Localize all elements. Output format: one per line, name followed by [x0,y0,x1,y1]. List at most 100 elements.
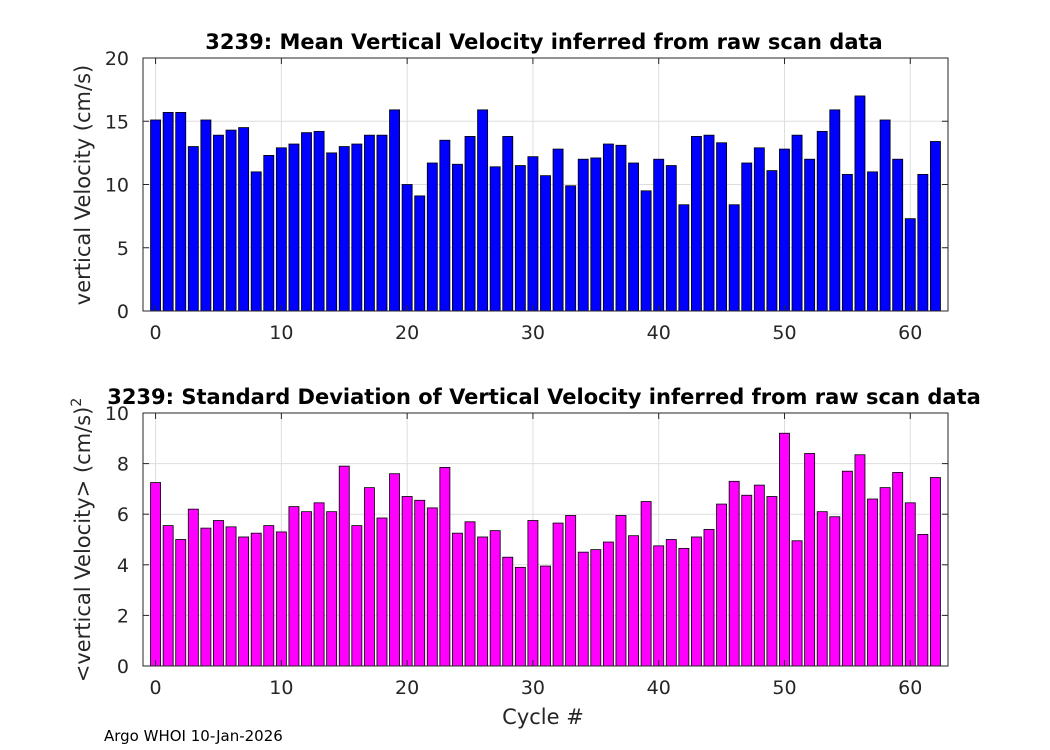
std-bar [401,496,413,667]
std-bar [376,517,388,667]
std-bar [150,482,162,667]
std-bar [653,545,665,667]
std-bar [213,520,224,667]
mean-velocity-title: 3239: Mean Vertical Velocity inferred fr… [205,30,882,54]
mean-x-tick-label: 40 [647,322,671,344]
std-bar [426,507,438,667]
std-bar [854,454,866,667]
std-y-tick-label: 6 [117,504,129,526]
mean-bar [552,148,564,312]
std-bar [263,525,275,667]
std-bar [250,532,262,667]
std-x-tick-label: 20 [395,677,419,699]
mean-velocity-ylabel: vertical Velocity (cm/s) [71,65,95,305]
std-bar [753,484,765,667]
std-x-tick-label: 10 [269,677,293,699]
mean-bar [514,165,526,312]
std-velocity-ylabel: <vertical Velocity> (cm/s)2 [69,398,95,683]
mean-bar [401,184,413,312]
mean-bar [791,134,803,312]
footer-text: Argo WHOI 10-Jan-2026 [104,727,283,745]
std-bar [439,466,451,667]
mean-x-tick-label: 60 [898,322,922,344]
mean-bar [238,127,250,312]
std-velocity-plot: 3239: Standard Deviation of Vertical Vel… [69,385,981,729]
std-bar [867,498,878,667]
mean-bar [867,171,878,312]
mean-bar [213,134,224,312]
std-bar [301,511,312,667]
std-x-tick-label: 50 [772,677,796,699]
std-bar [464,521,476,667]
std-x-tick-label: 60 [898,677,922,699]
mean-bar [879,119,891,312]
mean-bar [577,158,589,312]
mean-x-tick-label: 30 [521,322,545,344]
mean-bar [414,195,426,312]
mean-bar [602,143,614,312]
mean-bar [162,112,174,312]
mean-bar [540,175,551,312]
std-bar [200,527,212,667]
mean-bar [301,132,312,312]
mean-bar [489,166,501,312]
std-bar [288,506,300,667]
std-y-tick-label: 2 [117,605,129,627]
std-bar [238,536,250,667]
mean-bar [351,143,363,312]
std-bar [502,556,514,667]
mean-y-tick-label: 15 [105,111,129,133]
std-x-tick-label: 40 [647,677,671,699]
std-bar [804,453,816,667]
mean-bar [929,141,941,312]
std-bar [452,532,463,667]
std-bar [829,516,841,667]
mean-bar [527,156,539,312]
std-bar [892,472,904,667]
std-bar [703,528,715,667]
mean-x-tick-label: 10 [269,322,293,344]
std-x-tick-label: 30 [521,677,545,699]
std-bar [414,499,426,667]
std-bar [716,503,728,667]
std-bar [162,525,174,667]
mean-bar [716,142,728,312]
mean-bar [590,157,602,312]
std-bar [904,502,916,667]
mean-y-tick-label: 5 [117,238,129,260]
std-bar [326,511,338,667]
mean-bar [854,95,866,312]
mean-bar [691,136,702,312]
mean-bar [464,136,476,312]
mean-y-tick-label: 20 [105,48,129,70]
mean-bar [841,173,853,312]
std-velocity-xlabel: Cycle # [502,705,584,729]
mean-bar [816,130,828,312]
mean-bar [477,109,489,312]
std-bar [527,520,539,667]
std-bar [225,526,237,667]
std-bar [540,565,551,667]
mean-bar [326,152,338,312]
std-bar [615,515,627,667]
mean-bar [150,119,162,312]
std-bar [565,515,577,667]
mean-bar [804,158,816,312]
std-y-tick-label: 8 [117,454,129,476]
mean-bar [779,148,790,312]
std-bar [577,551,589,667]
mean-bar [678,204,690,312]
mean-bar [892,158,904,312]
std-bar [741,494,753,667]
mean-bar [917,173,929,312]
std-velocity-title: 3239: Standard Deviation of Vertical Vel… [107,385,981,409]
std-bar [175,539,187,667]
std-bar [640,501,652,667]
std-bar [728,480,740,667]
mean-bar [288,143,300,312]
mean-bar [313,130,325,312]
mean-bar [829,109,841,312]
mean-bar [628,162,639,312]
mean-x-tick-label: 0 [150,322,162,344]
std-bar [791,540,803,667]
